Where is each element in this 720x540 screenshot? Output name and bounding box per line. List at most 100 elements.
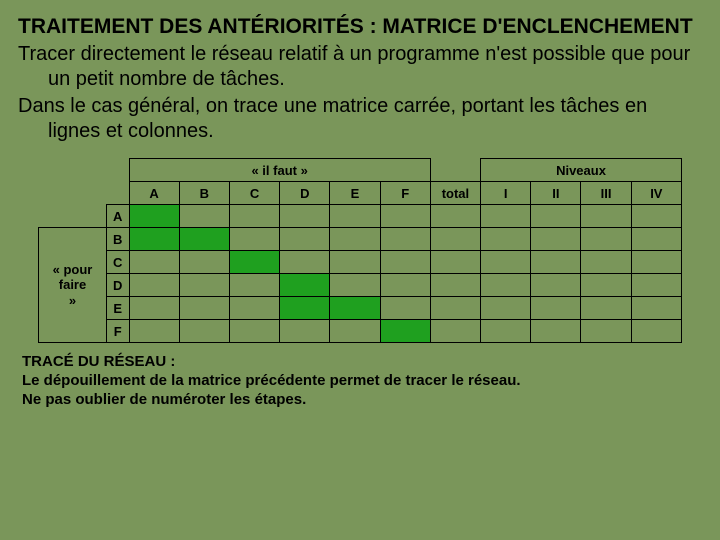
matrix-cell xyxy=(280,205,330,228)
matrix-cell xyxy=(430,205,480,228)
matrix-cell xyxy=(430,297,480,320)
matrix-cell xyxy=(531,297,581,320)
matrix-cell xyxy=(531,205,581,228)
matrix-cell xyxy=(631,205,681,228)
header-group-row: « il faut » Niveaux xyxy=(39,159,682,182)
matrix-cell xyxy=(129,297,179,320)
col-header: E xyxy=(330,182,380,205)
matrix-cell xyxy=(229,205,279,228)
matrix-cell xyxy=(380,320,430,343)
matrix-cell xyxy=(481,251,531,274)
matrix-cell xyxy=(330,320,380,343)
col-header: A xyxy=(129,182,179,205)
matrix-cell xyxy=(330,205,380,228)
matrix-cell xyxy=(581,251,631,274)
blank-cell xyxy=(107,182,130,205)
matrix-cell xyxy=(581,205,631,228)
col-header: II xyxy=(531,182,581,205)
table-row: C xyxy=(39,251,682,274)
paragraph-1: Tracer directement le réseau relatif à u… xyxy=(48,42,702,92)
col-header: F xyxy=(380,182,430,205)
row-header: E xyxy=(107,297,130,320)
matrix-cell xyxy=(631,228,681,251)
matrix-cell xyxy=(531,320,581,343)
matrix-cell xyxy=(380,274,430,297)
matrix-cell xyxy=(481,320,531,343)
table-row: A xyxy=(39,205,682,228)
matrix-cell xyxy=(631,320,681,343)
row-header: A xyxy=(107,205,130,228)
matrix-cell xyxy=(481,297,531,320)
table-row: E xyxy=(39,297,682,320)
matrix-cell xyxy=(280,320,330,343)
matrix-cell xyxy=(581,274,631,297)
matrix-cell xyxy=(531,251,581,274)
footer-title: TRACÉ DU RÉSEAU : xyxy=(22,353,175,370)
matrix-cell xyxy=(631,274,681,297)
table-row: « pourfaire»B xyxy=(39,228,682,251)
blank-cell xyxy=(430,159,480,182)
matrix-cell xyxy=(129,205,179,228)
matrix-table: « il faut » Niveaux A B C D E F total I … xyxy=(38,158,682,343)
matrix-cell xyxy=(179,297,229,320)
footer-line-1: Le dépouillement de la matrice précédent… xyxy=(22,372,521,389)
paragraph-2: Dans le cas général, on trace une matric… xyxy=(48,94,702,144)
matrix-cell xyxy=(330,251,380,274)
col-header: total xyxy=(430,182,480,205)
matrix-cell xyxy=(430,251,480,274)
row-header: D xyxy=(107,274,130,297)
matrix-cell xyxy=(229,251,279,274)
matrix-table-wrap: « il faut » Niveaux A B C D E F total I … xyxy=(38,158,682,343)
matrix-cell xyxy=(481,228,531,251)
matrix-cell xyxy=(129,274,179,297)
header-group-niveaux: Niveaux xyxy=(481,159,682,182)
matrix-cell xyxy=(179,320,229,343)
col-header: IV xyxy=(631,182,681,205)
matrix-cell xyxy=(179,228,229,251)
table-row: F xyxy=(39,320,682,343)
matrix-cell xyxy=(229,297,279,320)
col-header: III xyxy=(581,182,631,205)
matrix-cell xyxy=(179,274,229,297)
matrix-cell xyxy=(280,297,330,320)
blank-cell xyxy=(39,205,107,228)
matrix-cell xyxy=(380,205,430,228)
matrix-cell xyxy=(129,251,179,274)
blank-cell xyxy=(39,159,107,182)
matrix-cell xyxy=(531,274,581,297)
matrix-cell xyxy=(430,274,480,297)
matrix-cell xyxy=(581,320,631,343)
matrix-cell xyxy=(531,228,581,251)
col-header: D xyxy=(280,182,330,205)
matrix-cell xyxy=(581,297,631,320)
matrix-cell xyxy=(330,274,380,297)
matrix-cell xyxy=(330,228,380,251)
col-header: C xyxy=(229,182,279,205)
matrix-cell xyxy=(229,320,279,343)
matrix-cell xyxy=(229,274,279,297)
matrix-cell xyxy=(481,205,531,228)
matrix-cell xyxy=(481,274,531,297)
matrix-body: A« pourfaire»BCDEF xyxy=(39,205,682,343)
matrix-cell xyxy=(229,228,279,251)
matrix-cell xyxy=(380,297,430,320)
row-header: C xyxy=(107,251,130,274)
matrix-cell xyxy=(179,251,229,274)
header-cols-row: A B C D E F total I II III IV xyxy=(39,182,682,205)
matrix-cell xyxy=(280,274,330,297)
row-header: F xyxy=(107,320,130,343)
matrix-cell xyxy=(280,251,330,274)
matrix-cell xyxy=(581,228,631,251)
blank-cell xyxy=(107,159,130,182)
row-group-label: « pourfaire» xyxy=(39,228,107,343)
matrix-cell xyxy=(380,251,430,274)
matrix-cell xyxy=(330,297,380,320)
matrix-cell xyxy=(179,205,229,228)
footer-block: TRACÉ DU RÉSEAU : Le dépouillement de la… xyxy=(22,353,698,409)
matrix-cell xyxy=(631,297,681,320)
slide-title: TRAITEMENT DES ANTÉRIORITÉS : MATRICE D'… xyxy=(48,14,702,40)
col-header: B xyxy=(179,182,229,205)
col-header: I xyxy=(481,182,531,205)
matrix-cell xyxy=(129,228,179,251)
matrix-cell xyxy=(280,228,330,251)
